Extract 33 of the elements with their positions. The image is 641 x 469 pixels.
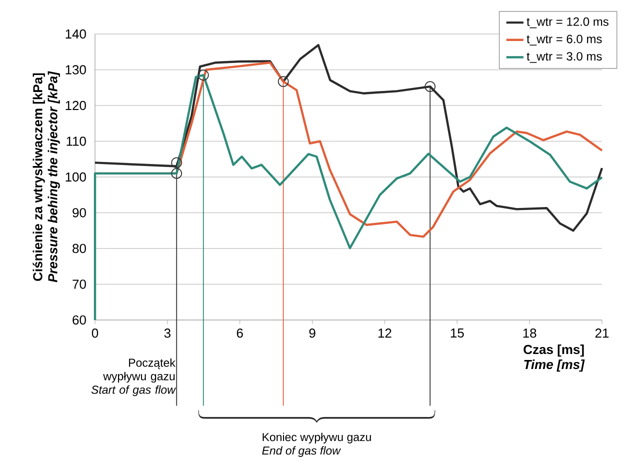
point [171,168,182,179]
y-axis-title: Ciśnienie za wtryskiwaczem [kPa] [32,73,45,281]
text: Time [ms] [524,360,585,372]
x-tick-label: 6 [236,328,243,338]
point [424,81,436,92]
y-tick-label: 60 [72,315,86,325]
text: Start of gas flow [91,385,176,396]
point [278,76,289,87]
x-tick-label: 9 [309,328,316,338]
y-tick-label: 110 [66,136,86,146]
y-tick-label: 80 [72,244,86,254]
y-tick-label: 90 [72,208,86,218]
x-tick-label: 15 [450,328,464,338]
y-tick-label: 100 [66,172,86,182]
legend-label: t_wtr = 12.0 ms [526,17,608,28]
text: Pressure behing the injector [kPa] [48,71,60,282]
point [198,70,209,81]
x-axis-title: Czas [ms] [524,344,584,357]
text: End of gas flow [262,446,342,457]
text: Koniec wypływu gazu [262,432,371,444]
point [171,157,182,168]
y-tick-label: 130 [66,65,86,74]
y-tick-label: 70 [72,280,86,289]
x-tick-label: 12 [378,328,392,338]
y-tick-label: 140 [66,29,86,39]
x-tick-label: 21 [595,328,609,338]
x-tick-label: 3 [164,328,170,338]
x-tick-label: 0 [92,328,98,338]
x-tick-label: 18 [523,328,536,338]
text: Początek wypływu gazu [103,358,176,383]
y-tick-label: 120 [66,100,86,110]
legend-label: t_wtr = 6.0 ms [526,34,602,46]
legend-label: t_wtr = 3.0 ms [526,52,602,63]
